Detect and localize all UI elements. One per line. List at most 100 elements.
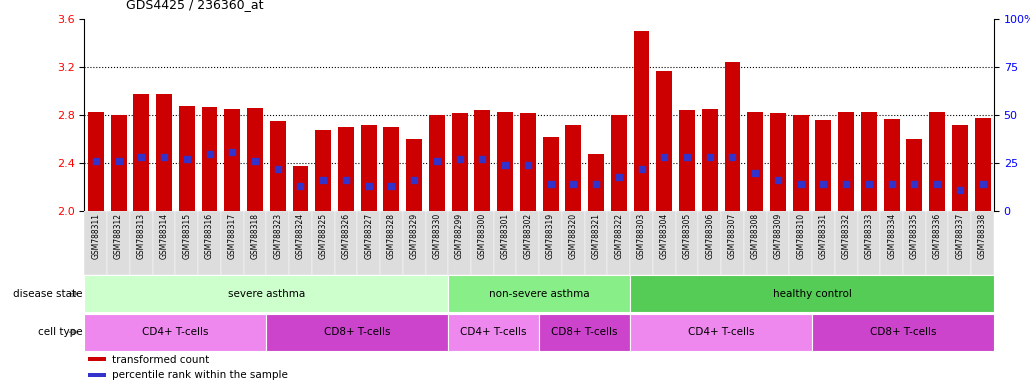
Text: GSM788332: GSM788332 (842, 213, 851, 259)
Bar (630, 211, 653, 275)
Point (110, 158, 127, 164)
Bar (812, 314, 994, 351)
Bar (475, 111, 490, 211)
Bar (974, 118, 991, 211)
Bar (747, 112, 763, 211)
Point (383, 183, 400, 189)
Text: GSM788334: GSM788334 (887, 213, 896, 259)
Bar (585, 211, 608, 275)
Bar (315, 130, 332, 211)
Text: GSM788328: GSM788328 (387, 213, 396, 259)
Text: GSM788309: GSM788309 (774, 213, 783, 259)
Bar (906, 139, 922, 211)
Bar (84, 211, 107, 275)
Point (861, 181, 878, 187)
Bar (565, 125, 581, 211)
Text: GSM788315: GSM788315 (182, 213, 192, 259)
Text: GSM788330: GSM788330 (433, 213, 442, 259)
Point (929, 181, 946, 187)
Text: GSM788307: GSM788307 (728, 213, 737, 259)
Bar (175, 211, 198, 275)
Text: non-severe asthma: non-severe asthma (489, 289, 589, 299)
Bar (926, 211, 949, 275)
Text: GSM788331: GSM788331 (819, 213, 828, 259)
Point (588, 181, 605, 187)
Text: CD8+ T-cells: CD8+ T-cells (551, 327, 618, 337)
Bar (493, 211, 516, 275)
Bar (403, 211, 425, 275)
Text: CD4+ T-cells: CD4+ T-cells (688, 327, 754, 337)
Bar (448, 275, 630, 312)
Bar (380, 211, 403, 275)
Text: GSM788327: GSM788327 (365, 213, 373, 259)
Text: GSM788322: GSM788322 (614, 213, 623, 259)
Point (133, 154, 149, 161)
Text: GSM788325: GSM788325 (318, 213, 328, 259)
Bar (312, 211, 335, 275)
Bar (543, 137, 558, 211)
Bar (744, 211, 766, 275)
Bar (653, 211, 676, 275)
Point (293, 183, 309, 189)
Bar (770, 113, 786, 211)
Bar (293, 166, 308, 211)
Bar (540, 314, 630, 351)
Bar (608, 211, 630, 275)
Text: GSM788311: GSM788311 (92, 213, 100, 259)
Bar (157, 94, 172, 211)
Bar (89, 357, 106, 361)
Bar (107, 211, 130, 275)
Bar (247, 108, 263, 211)
Point (428, 158, 445, 164)
Point (701, 154, 718, 161)
Text: severe asthma: severe asthma (228, 289, 305, 299)
Bar (289, 211, 312, 275)
Text: disease state: disease state (13, 289, 82, 299)
Bar (952, 125, 968, 211)
Text: GSM788305: GSM788305 (683, 213, 691, 259)
Point (270, 166, 286, 172)
Bar (452, 113, 468, 211)
Text: GDS4425 / 236360_at: GDS4425 / 236360_at (126, 0, 263, 12)
Bar (884, 119, 899, 211)
Text: healthy control: healthy control (772, 289, 852, 299)
Bar (861, 112, 877, 211)
Bar (89, 372, 106, 377)
Bar (270, 121, 285, 211)
Point (838, 181, 855, 187)
Text: GSM788337: GSM788337 (956, 213, 964, 259)
Point (679, 154, 695, 161)
Text: GSM788314: GSM788314 (160, 213, 169, 259)
Bar (84, 314, 267, 351)
Bar (406, 139, 422, 211)
Bar (179, 106, 195, 211)
Text: percentile rank within the sample: percentile rank within the sample (111, 370, 287, 380)
Text: GSM788326: GSM788326 (341, 213, 350, 259)
Bar (929, 112, 946, 211)
Bar (789, 211, 812, 275)
Bar (588, 154, 604, 211)
Bar (360, 125, 377, 211)
Bar (497, 112, 513, 211)
Bar (267, 211, 289, 275)
Text: GSM788318: GSM788318 (250, 213, 260, 259)
Point (565, 181, 582, 187)
Text: GSM788336: GSM788336 (932, 213, 941, 259)
Point (815, 181, 831, 187)
Text: GSM788338: GSM788338 (978, 213, 987, 259)
Bar (425, 211, 448, 275)
Text: GSM788323: GSM788323 (273, 213, 282, 259)
Bar (971, 211, 994, 275)
Text: GSM788324: GSM788324 (296, 213, 305, 259)
Point (247, 158, 264, 164)
Bar (949, 211, 971, 275)
Bar (267, 314, 448, 351)
Text: GSM788333: GSM788333 (864, 213, 873, 259)
Bar (766, 211, 789, 275)
Text: CD4+ T-cells: CD4+ T-cells (460, 327, 527, 337)
Bar (225, 109, 240, 211)
Bar (202, 107, 217, 211)
Text: GSM788316: GSM788316 (205, 213, 214, 259)
Bar (516, 211, 540, 275)
Bar (838, 112, 854, 211)
